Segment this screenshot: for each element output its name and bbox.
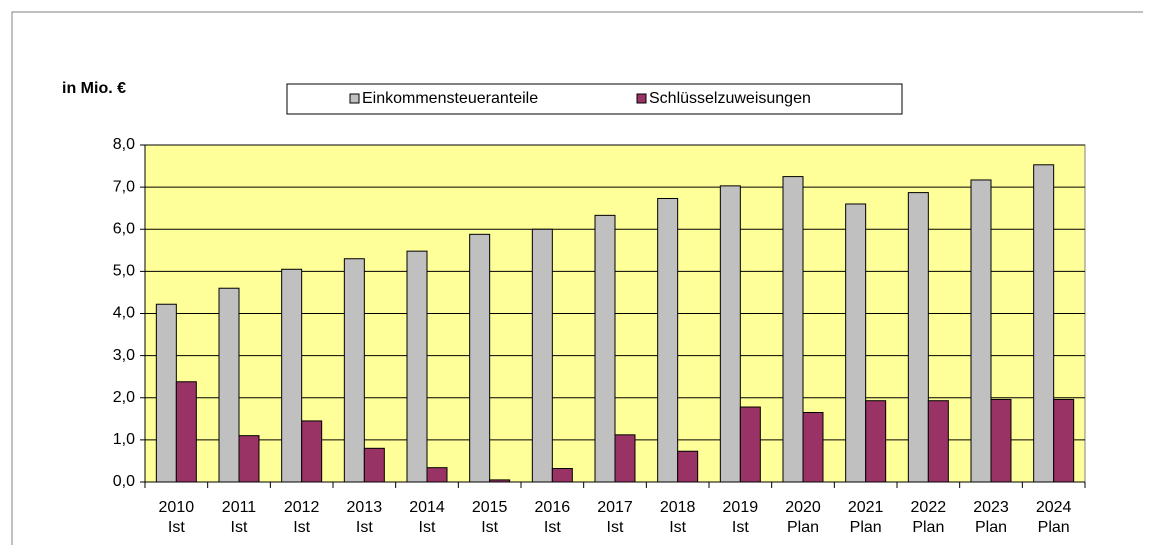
x-tick-kind: Ist — [544, 519, 561, 536]
x-tick-year: 2021 — [848, 499, 884, 516]
x-tick-kind: Ist — [669, 519, 686, 536]
bar — [281, 268, 303, 483]
x-tick-label: 2013 Ist — [347, 499, 383, 536]
x-tick-label: 2011 Ist — [222, 499, 257, 536]
x-tick-kind: Ist — [732, 519, 749, 536]
bar — [426, 467, 448, 483]
bar — [551, 468, 573, 483]
bar — [845, 203, 867, 483]
x-tick-label: 2014 Ist — [409, 499, 445, 536]
x-tick-kind: Ist — [168, 519, 185, 536]
bar — [657, 197, 679, 483]
unit-label: in Mio. € — [62, 80, 126, 97]
x-tick-label: 2015 Ist — [472, 499, 508, 536]
x-tick-label: 2012 Ist — [284, 499, 320, 536]
bar — [970, 179, 992, 483]
y-tick-label: 2,0 — [113, 389, 135, 406]
bar — [927, 400, 949, 483]
x-tick-year: 2012 — [284, 499, 320, 516]
y-tick-label: 6,0 — [113, 220, 135, 237]
bar — [489, 479, 511, 483]
legend-swatch — [349, 93, 360, 104]
x-tick-year: 2014 — [409, 499, 445, 516]
x-tick-label: 2018 Ist — [660, 499, 696, 536]
x-tick-year: 2011 — [222, 499, 257, 516]
x-tick-label: 2022 Plan — [911, 499, 947, 536]
x-tick-label: 2021 Plan — [848, 499, 884, 536]
bar — [677, 450, 699, 483]
bar — [802, 411, 824, 483]
x-tick-label: 2017 Ist — [597, 499, 633, 536]
bar — [301, 420, 323, 483]
bar — [865, 400, 887, 483]
bar — [990, 398, 1012, 483]
x-tick-year: 2018 — [660, 499, 696, 516]
y-tick-label: 7,0 — [113, 178, 135, 195]
x-tick-year: 2022 — [911, 499, 947, 516]
y-tick-label: 0,0 — [113, 473, 135, 490]
bar — [907, 192, 929, 483]
bar — [363, 447, 385, 483]
x-tick-kind: Plan — [1038, 519, 1070, 536]
x-tick-year: 2017 — [597, 499, 633, 516]
bar — [343, 258, 365, 483]
x-tick-year: 2015 — [472, 499, 508, 516]
x-tick-kind: Plan — [975, 519, 1007, 536]
y-tick-label: 8,0 — [113, 136, 135, 153]
x-tick-kind: Ist — [356, 519, 373, 536]
bar — [469, 233, 491, 483]
x-tick-year: 2013 — [347, 499, 383, 516]
x-tick-label: 2023 Plan — [973, 499, 1009, 536]
bar — [406, 250, 428, 483]
x-tick-kind: Ist — [419, 519, 436, 536]
x-tick-kind: Ist — [607, 519, 624, 536]
bar — [155, 303, 177, 483]
y-tick-label: 3,0 — [113, 347, 135, 364]
x-tick-kind: Ist — [481, 519, 498, 536]
x-tick-kind: Ist — [231, 519, 248, 536]
legend-swatch — [636, 93, 647, 104]
x-tick-label: 2016 Ist — [535, 499, 571, 536]
bar — [594, 214, 616, 483]
frame — [11, 11, 1143, 545]
bar — [739, 406, 761, 483]
bar — [719, 185, 741, 483]
legend-label: Einkommensteueranteile — [362, 90, 538, 107]
x-tick-year: 2010 — [159, 499, 195, 516]
bar — [175, 381, 197, 483]
x-tick-year: 2023 — [973, 499, 1009, 516]
x-tick-label: 2019 Ist — [723, 499, 759, 536]
y-tick-label: 1,0 — [113, 431, 135, 448]
x-tick-year: 2016 — [535, 499, 571, 516]
bar — [614, 434, 636, 483]
bar — [1033, 164, 1055, 483]
x-tick-kind: Plan — [850, 519, 882, 536]
bar — [238, 435, 260, 483]
x-tick-year: 2024 — [1036, 499, 1072, 516]
x-tick-label: 2020 Plan — [785, 499, 821, 536]
x-tick-kind: Plan — [912, 519, 944, 536]
x-tick-kind: Ist — [293, 519, 310, 536]
y-tick-label: 5,0 — [113, 263, 135, 280]
legend-box — [286, 83, 903, 115]
x-tick-label: 2024 Plan — [1036, 499, 1072, 536]
x-tick-label: 2010 Ist — [159, 499, 195, 536]
bar — [531, 228, 553, 483]
bar — [782, 176, 804, 483]
y-tick-label: 4,0 — [113, 305, 135, 322]
x-tick-year: 2020 — [785, 499, 821, 516]
bar — [218, 287, 240, 483]
x-tick-kind: Plan — [787, 519, 819, 536]
legend-label: Schlüsselzuweisungen — [649, 90, 811, 107]
bar — [1053, 398, 1075, 483]
x-tick-year: 2019 — [723, 499, 759, 516]
